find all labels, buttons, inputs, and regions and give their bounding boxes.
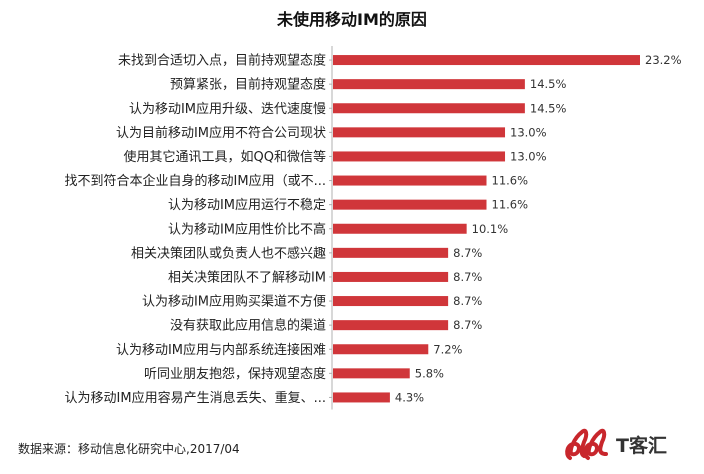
- bar: [333, 247, 449, 258]
- bar: [333, 271, 449, 282]
- bar: [333, 320, 449, 331]
- value-label: 8.7%: [453, 246, 482, 260]
- bar: [333, 392, 390, 403]
- value-label: 13.0%: [510, 149, 547, 163]
- bar: [333, 127, 506, 138]
- category-label: 认为移动IM应用性价比不高: [168, 221, 326, 237]
- category-label: 认为移动IM应用与内部系统连接困难: [116, 342, 326, 358]
- value-label: 4.3%: [395, 390, 424, 404]
- category-label: 听同业朋友抱怨，保持观望态度: [144, 366, 326, 382]
- category-label: 相关决策团队不了解移动IM: [168, 269, 326, 285]
- bar: [333, 368, 410, 379]
- bar: [333, 296, 449, 307]
- value-label: 14.5%: [530, 77, 567, 91]
- bar: [333, 175, 487, 186]
- value-label: 23.2%: [645, 53, 682, 67]
- category-label: 找不到符合本企业自身的移动IM应用（或不...: [65, 173, 326, 189]
- category-label: 相关决策团队或负责人也不感兴趣: [131, 245, 326, 261]
- bar: [333, 223, 467, 234]
- category-label: 认为移动IM应用购买渠道不方便: [142, 294, 326, 310]
- bar: [333, 199, 487, 210]
- value-label: 7.2%: [433, 342, 462, 356]
- value-label: 8.7%: [453, 270, 482, 284]
- category-label: 认为移动IM应用容易产生消息丢失、重复、...: [65, 390, 326, 406]
- category-label: 认为移动IM应用升级、迭代速度慢: [129, 101, 326, 117]
- category-label: 未找到合适切入点，目前持观望态度: [118, 53, 326, 69]
- value-label: 8.7%: [453, 294, 482, 308]
- brand-logo: T客汇: [560, 424, 700, 470]
- logo-text: T客汇: [616, 434, 667, 457]
- value-label: 14.5%: [530, 101, 567, 115]
- value-label: 10.1%: [472, 222, 509, 236]
- value-label: 5.8%: [415, 366, 444, 380]
- category-label: 预算紧张，目前持观望态度: [170, 77, 326, 93]
- bar: [333, 344, 429, 355]
- bar: [333, 151, 506, 162]
- chart-title: 未使用移动IM的原因: [277, 10, 427, 29]
- value-label: 8.7%: [453, 318, 482, 332]
- category-label: 认为目前移动IM应用不符合公司现状: [116, 125, 326, 141]
- value-label: 11.6%: [492, 174, 529, 188]
- category-label: 没有获取此应用信息的渠道: [170, 318, 326, 334]
- bar: [333, 103, 525, 114]
- category-label: 认为移动IM应用运行不稳定: [168, 197, 326, 213]
- category-label: 使用其它通讯工具，如QQ和微信等: [124, 149, 326, 165]
- value-label: 13.0%: [510, 125, 547, 139]
- value-label: 11.6%: [492, 198, 529, 212]
- data-source-note: 数据来源：移动信息化研究中心,2017/04: [18, 442, 240, 456]
- bar: [333, 55, 640, 66]
- bar: [333, 79, 525, 90]
